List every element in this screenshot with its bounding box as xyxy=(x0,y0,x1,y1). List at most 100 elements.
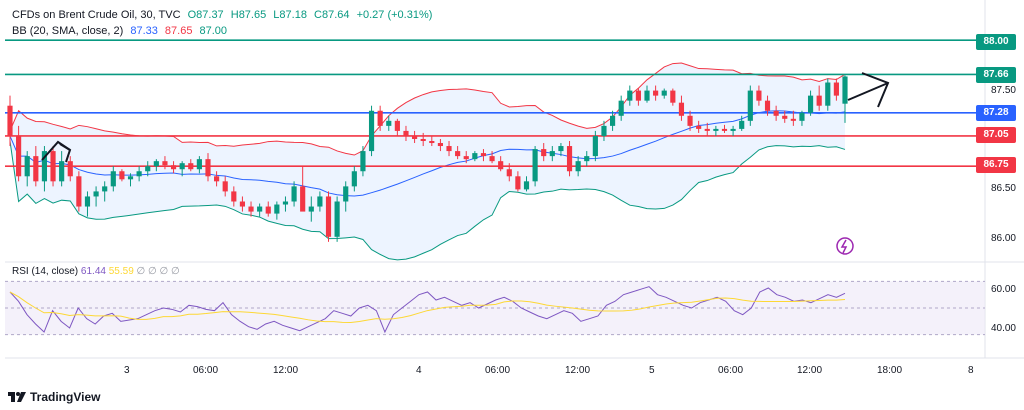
candle-body xyxy=(308,206,314,212)
candle-body xyxy=(300,186,306,212)
arrow-annotation-left-head xyxy=(59,143,72,163)
candle-body xyxy=(343,186,349,202)
rsi-value: 61.44 xyxy=(80,266,106,277)
candle-body xyxy=(429,141,435,144)
candle-body xyxy=(644,90,650,101)
candle-body xyxy=(592,135,598,157)
candle-body xyxy=(687,115,693,126)
candle-body xyxy=(368,110,375,152)
bollinger-middle-line xyxy=(9,110,846,197)
candle-body xyxy=(179,163,185,170)
price-tag-87-05: 87.05 xyxy=(976,127,1016,143)
candle-body xyxy=(412,135,418,139)
symbol-name[interactable]: CFDs on Brent Crude Oil, 30, TVC xyxy=(12,9,181,21)
price-axis-label: 86.00 xyxy=(990,233,1016,244)
candle-body xyxy=(360,151,366,172)
rsi-ma-value: 55.59 xyxy=(108,266,134,277)
brand-name: TradingView xyxy=(30,390,101,404)
candle-body xyxy=(446,146,452,152)
candle-body xyxy=(67,161,73,177)
candle-body xyxy=(575,161,581,172)
candle-body xyxy=(282,201,289,205)
rsi-extra-3: ∅ xyxy=(159,266,169,277)
candle-body xyxy=(386,120,392,126)
candle-body xyxy=(231,191,237,202)
bb-label[interactable]: BB (20, SMA, close, 2) xyxy=(12,25,124,37)
time-axis-label: 12:00 xyxy=(565,365,591,376)
candle-body xyxy=(84,196,91,207)
candle-body xyxy=(50,151,56,182)
news-badge xyxy=(836,237,854,255)
price-tag-87-28: 87.28 xyxy=(976,105,1016,121)
rsi-extra-2: ∅ xyxy=(148,266,157,277)
candle-body xyxy=(455,151,461,157)
candle-body xyxy=(214,176,220,182)
rsi-ma-line xyxy=(9,291,846,323)
close-value: C87.64 xyxy=(314,9,350,21)
candle-body xyxy=(747,90,753,121)
rsi-axis-label: 40.00 xyxy=(990,323,1016,334)
candle-body xyxy=(16,135,22,177)
rsi-label[interactable]: RSI (14, close) xyxy=(12,266,79,277)
candle-body xyxy=(670,90,676,103)
open-value: O87.37 xyxy=(187,9,224,21)
change-value: +0.27 (+0.31%) xyxy=(356,9,433,21)
candle-body xyxy=(816,95,822,106)
candle-body xyxy=(153,161,159,167)
candle-body xyxy=(584,156,590,162)
candle-body xyxy=(721,128,728,131)
rsi-line xyxy=(9,286,846,334)
bb-upper-value: 87.65 xyxy=(164,25,193,37)
time-axis-label: 18:00 xyxy=(877,365,903,376)
time-axis-label: 3 xyxy=(124,365,130,376)
candle-body xyxy=(842,76,848,104)
candle-body xyxy=(119,171,125,180)
candle-body xyxy=(317,196,323,207)
candle-body xyxy=(437,143,443,147)
candle-body xyxy=(730,128,736,131)
candle-body xyxy=(472,153,478,160)
time-axis-label: 8 xyxy=(968,365,974,376)
candle-body xyxy=(403,130,409,136)
candle-body xyxy=(696,125,702,129)
candle-body xyxy=(41,151,48,182)
candle-body xyxy=(618,100,624,116)
rsi-band-fill xyxy=(5,281,985,335)
price-tag-87-66: 87.66 xyxy=(976,67,1016,83)
candle-body xyxy=(704,128,710,131)
candle-body xyxy=(110,171,116,187)
candle-body xyxy=(291,186,297,202)
candle-body xyxy=(601,125,607,136)
candle-body xyxy=(188,163,194,170)
candle-body xyxy=(833,82,839,96)
candle-body xyxy=(627,90,633,101)
candle-body xyxy=(480,153,487,157)
candle-body xyxy=(196,159,202,170)
candle-body xyxy=(76,176,82,207)
time-axis-label: 12:00 xyxy=(797,365,823,376)
candle-body xyxy=(377,110,383,126)
candle-body xyxy=(609,115,616,126)
candle-body xyxy=(713,128,719,131)
candle-body xyxy=(136,171,142,177)
candle-body xyxy=(274,204,280,214)
candle-body xyxy=(773,110,779,116)
bb-mid-value: 87.33 xyxy=(130,25,158,37)
time-axis-label: 06:00 xyxy=(193,365,219,376)
candle-body xyxy=(549,151,555,157)
lightning-icon xyxy=(840,239,848,254)
candle-body xyxy=(265,206,271,214)
rsi-legend: RSI (14, close) 61.44 55.59 ∅ ∅ ∅ ∅ xyxy=(12,266,180,277)
candle-body xyxy=(24,156,30,177)
price-axis-label: 87.50 xyxy=(990,85,1016,96)
candle-body xyxy=(7,105,13,136)
candle-body xyxy=(515,176,521,190)
candle-body xyxy=(532,149,538,182)
tradingview-icon xyxy=(8,392,26,402)
candle-body xyxy=(635,90,641,101)
time-axis-label: 06:00 xyxy=(485,365,511,376)
tradingview-logo[interactable]: TradingView xyxy=(8,390,100,404)
candle-body xyxy=(764,100,771,111)
rsi-extra-4: ∅ xyxy=(171,266,180,277)
